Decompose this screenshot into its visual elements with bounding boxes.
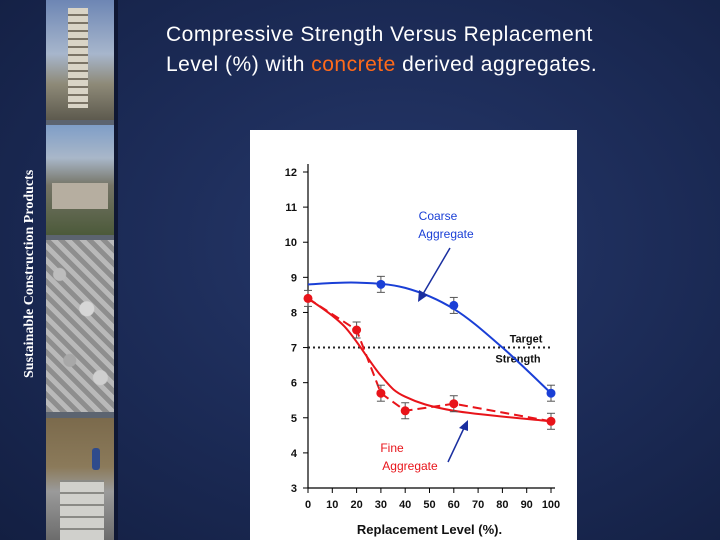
y-tick-label: 5: [291, 413, 297, 425]
slide-title: Compressive Strength Versus Replacement …: [166, 20, 706, 80]
coarse-annotation-arrow: [422, 247, 451, 295]
y-tick-label: 3: [291, 483, 297, 495]
y-tick-label: 6: [291, 378, 297, 390]
fine-annotation-line2: Aggregate: [382, 459, 438, 473]
fine-point: [352, 325, 362, 335]
fine-point: [546, 416, 556, 426]
x-tick-label: 20: [350, 499, 362, 511]
chart-panel: 3 4 5 6 7 8 9 10 11 12 0 10 20 30 40 50 60 70 80 90 100 Repla…: [250, 130, 577, 540]
y-tick-label: 7: [291, 343, 297, 355]
coarse-arrowhead: [418, 290, 428, 302]
target-label-line1: Target: [510, 334, 543, 346]
y-tick-label: 10: [285, 237, 297, 249]
photo-strip: [46, 0, 114, 540]
y-tick-label: 8: [291, 307, 297, 319]
fine-dashed-line: [307, 297, 552, 423]
fine-point: [449, 399, 459, 409]
coarse-fit-line: [307, 281, 552, 394]
coarse-point: [376, 279, 386, 289]
fine-annotation-arrow: [447, 427, 465, 463]
x-tick-label: 10: [326, 499, 338, 511]
title-part-2: Level (%) with: [166, 53, 312, 76]
coarse-point: [449, 300, 459, 310]
photo-block-wall: [46, 418, 114, 540]
x-tick-label: 60: [448, 499, 460, 511]
fine-point: [303, 293, 313, 303]
side-label-text: Sustainable Construction Products: [22, 169, 37, 378]
photo-aerial-site: [46, 125, 114, 235]
divider: [114, 0, 118, 540]
fine-point: [376, 388, 386, 398]
coarse-annotation-line1: Coarse: [419, 209, 458, 223]
title-part-1: Compressive Strength Versus Replacement: [166, 23, 593, 46]
title-part-3: derived aggregates.: [395, 53, 598, 76]
x-axis-title: Replacement Level (%).: [357, 522, 502, 537]
coarse-annotation-line2: Aggregate: [418, 227, 474, 241]
y-tick-label: 11: [285, 202, 297, 214]
x-tick-label: 50: [423, 499, 435, 511]
fine-annotation-line1: Fine: [380, 441, 404, 455]
fine-fit-line: [307, 297, 552, 423]
x-tick-label: 80: [496, 499, 508, 511]
x-tick-label: 70: [472, 499, 484, 511]
y-tick-label: 9: [291, 272, 297, 284]
coarse-point: [546, 388, 556, 398]
fine-point: [400, 406, 410, 416]
x-tick-label: 90: [521, 499, 533, 511]
photo-tower-building: [46, 0, 114, 120]
photo-aggregate-pile: [46, 240, 114, 412]
y-tick-label: 4: [291, 448, 298, 460]
x-tick-label: 40: [399, 499, 411, 511]
x-tick-label: 0: [305, 499, 311, 511]
title-highlight: concrete: [311, 53, 396, 76]
x-tick-label: 30: [375, 499, 387, 511]
x-tick-label: 100: [542, 499, 560, 511]
y-tick-label: 12: [285, 167, 297, 179]
target-label-line2: Strength: [495, 354, 541, 366]
strength-chart: 3 4 5 6 7 8 9 10 11 12 0 10 20 30 40 50 60 70 80 90 100 Repla…: [285, 164, 560, 537]
fine-arrowhead: [459, 420, 468, 431]
